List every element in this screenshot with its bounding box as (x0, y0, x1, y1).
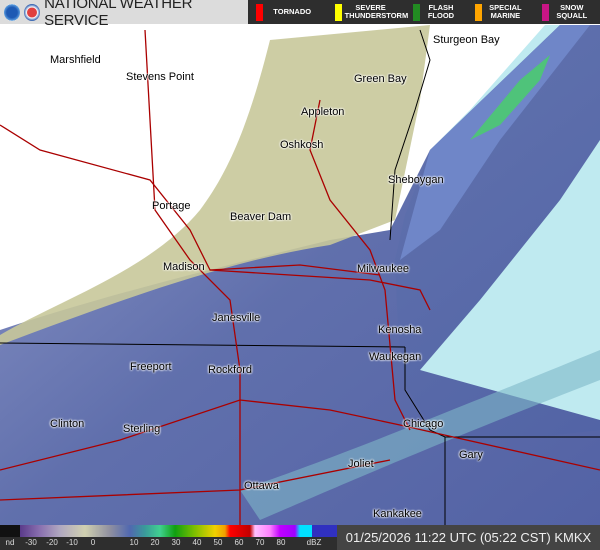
warning-flash-flood: FLASH FLOOD (412, 3, 459, 21)
city-label: Beaver Dam (230, 211, 292, 223)
app-title: NATIONAL WEATHER SERVICE (44, 0, 193, 29)
radar-moderate-band (240, 350, 600, 520)
warning-severe-thunderstorm: SEVERE THUNDERSTORM (334, 3, 408, 21)
legend-tick: 60 (234, 538, 244, 547)
legend-tick: 20 (150, 538, 160, 547)
legend-tick: 30 (171, 538, 181, 547)
legend-tick: nd (5, 538, 15, 547)
legend-tick: 70 (255, 538, 265, 547)
city-label: Rockford (208, 364, 253, 376)
city-label: Waukegan (369, 351, 422, 363)
city-label: Kankakee (373, 508, 422, 520)
city-label: Green Bay (354, 73, 407, 85)
nws-logo (24, 3, 41, 21)
radar-light-precip (0, 25, 430, 345)
dbz-color-bar (0, 525, 337, 537)
legend-tick: -20 (46, 538, 58, 547)
city-label: Portage (152, 200, 191, 212)
legend-tick: 80 (276, 538, 286, 547)
legend-tick: 0 (90, 538, 96, 547)
highways (0, 29, 600, 525)
city-label: Freeport (130, 361, 172, 373)
city-label: Sheboygan (388, 174, 444, 186)
city-label: Sterling (123, 423, 161, 435)
noaa-logo (4, 3, 21, 21)
borders (0, 29, 600, 525)
header: NATIONAL WEATHER SERVICE (0, 0, 248, 29)
city-label: Madison (163, 261, 205, 273)
city-label: Sturgeon Bay (433, 34, 500, 46)
city-label: Stevens Point (126, 71, 194, 83)
city-label: Janesville (212, 312, 261, 324)
city-label: Clinton (50, 418, 85, 430)
radar-lake-effect (470, 55, 550, 140)
warning-legend: TORNADO SEVERE THUNDERSTORM FLASH FLOOD … (248, 0, 600, 24)
city-label: Ottawa (244, 480, 279, 492)
city-label: Milwaukee (357, 263, 409, 275)
timestamp: 01/25/2026 11:22 UTC (05:22 CST) KMKX (337, 525, 600, 550)
city-label: Marshfield (50, 54, 101, 66)
legend-tick: dBZ (306, 538, 322, 547)
legend-tick: -30 (25, 538, 37, 547)
warning-tornado: TORNADO (256, 3, 318, 21)
legend-tick: 10 (129, 538, 139, 547)
city-label: Gary (459, 449, 483, 461)
warning-snow-squall: SNOW SQUALL (541, 3, 592, 21)
city-label: Kenosha (378, 324, 422, 336)
warning-special-marine: SPECIAL MARINE (475, 3, 525, 21)
legend-tick: 40 (192, 538, 202, 547)
legend-tick: 50 (213, 538, 223, 547)
city-label: Joliet (348, 458, 374, 470)
city-label: Oshkosh (280, 139, 324, 151)
legend-tick: -10 (66, 538, 78, 547)
city-label: Appleton (301, 106, 345, 118)
dbz-legend: nd -30 -20 -10 0 10 20 30 40 50 60 70 80 dBZ (0, 525, 337, 550)
city-label: Chicago (403, 418, 444, 430)
radar-lake-band (400, 25, 590, 260)
